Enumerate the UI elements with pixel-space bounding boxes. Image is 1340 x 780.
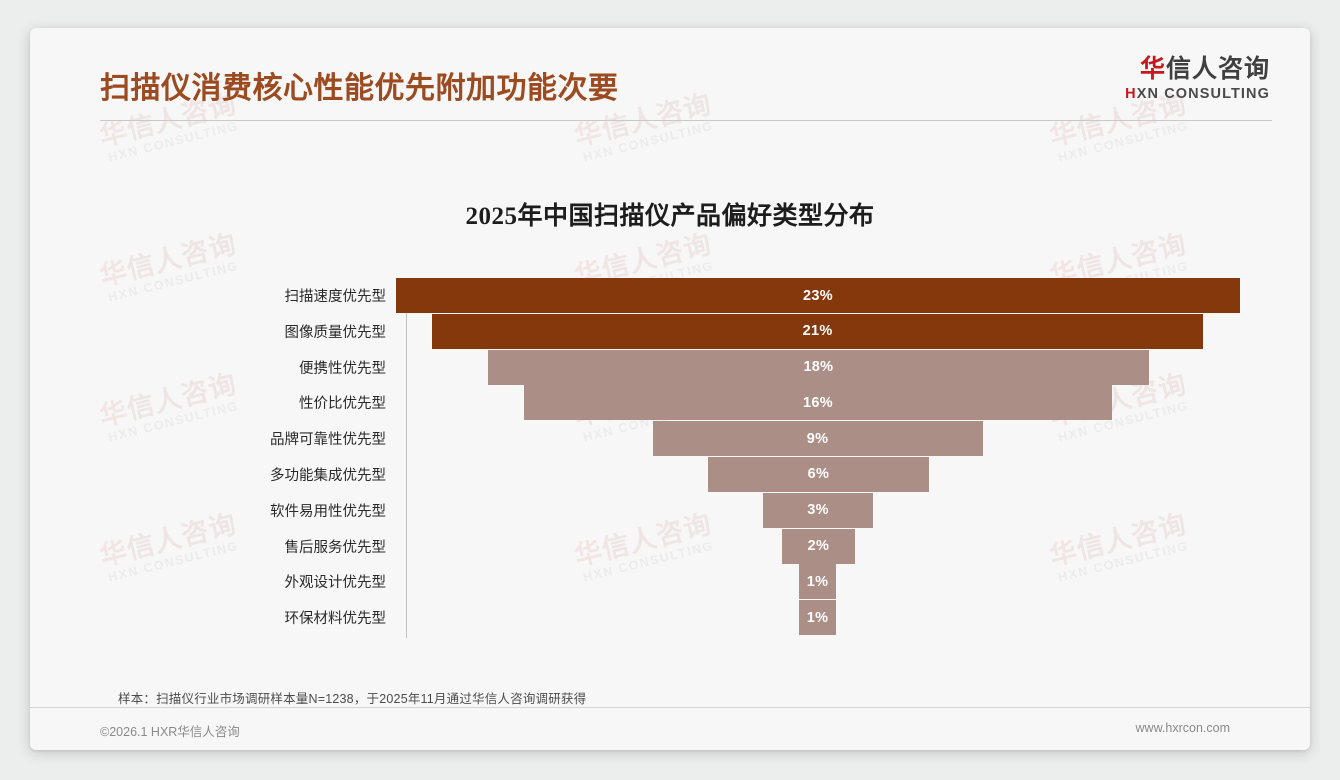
funnel-row-label: 软件易用性优先型 (270, 503, 386, 520)
funnel-bar-track: 2% (396, 528, 1240, 564)
funnel-bar[interactable]: 3% (763, 492, 873, 528)
footer-divider (30, 707, 1310, 708)
funnel-bar-track: 9% (396, 421, 1240, 457)
funnel-row-label: 多功能集成优先型 (270, 467, 386, 484)
logo-en-highlight: H (1125, 85, 1137, 102)
logo-chinese-text: 华信人咨询 (1125, 55, 1270, 84)
sample-note: 样本：扫描仪行业市场调研样本量N=1238，于2025年11月通过华信人咨询调研… (118, 692, 587, 706)
funnel-bar-track: 18% (396, 349, 1240, 385)
chart-title: 2025年中国扫描仪产品偏好类型分布 (465, 203, 875, 230)
funnel-row: 外观设计优先型 1% (100, 564, 1240, 600)
funnel-row-label: 图像质量优先型 (284, 324, 387, 341)
funnel-bar-track: 6% (396, 456, 1240, 492)
funnel-bar-value: 2% (807, 538, 830, 555)
funnel-row-label: 品牌可靠性优先型 (270, 432, 386, 449)
logo-en-rest: XN CONSULTING (1136, 85, 1270, 102)
funnel-bar[interactable]: 21% (432, 313, 1203, 349)
logo-cn-highlight: 华 (1139, 55, 1166, 83)
funnel-row: 软件易用性优先型 3% (100, 492, 1240, 528)
funnel-bar[interactable]: 6% (708, 456, 929, 492)
logo-cn-rest: 信人咨询 (1165, 55, 1270, 83)
funnel-bar[interactable]: 2% (781, 528, 856, 564)
funnel-bar-value: 9% (806, 430, 829, 447)
funnel-row: 售后服务优先型 2% (100, 528, 1240, 564)
slide-card: 华信人咨询 HXN CONSULTING 华信人咨询 HXN CONSULTING 华信… (30, 28, 1310, 750)
funnel-row: 图像质量优先型 21% (100, 313, 1240, 349)
funnel-bar-value: 1% (806, 573, 829, 590)
funnel-row-label: 外观设计优先型 (284, 575, 387, 592)
slide-header: 扫描仪消费核心性能优先附加功能次要 华信人咨询 HXN CONSULTING (30, 28, 1310, 120)
funnel-bar-track: 1% (396, 600, 1240, 636)
funnel-bar-value: 6% (807, 466, 830, 483)
funnel-row: 品牌可靠性优先型 9% (100, 421, 1240, 457)
funnel-bar[interactable]: 23% (396, 278, 1240, 313)
funnel-bar-track: 23% (396, 278, 1240, 313)
chart-axis-line (406, 278, 407, 638)
funnel-bar-value: 18% (803, 359, 834, 376)
website-link[interactable]: www.hxrcon.com (1135, 721, 1230, 735)
page-title: 扫描仪消费核心性能优先附加功能次要 (100, 72, 619, 105)
funnel-row: 性价比优先型 16% (100, 385, 1240, 421)
funnel-row-label: 扫描速度优先型 (284, 289, 387, 305)
logo-english-text: HXN CONSULTING (1125, 86, 1270, 102)
funnel-bar-value: 3% (807, 502, 829, 519)
slide-footer: ©2026.1 HXR华信人咨询 www.hxrcon.com (30, 708, 1310, 750)
brand-logo: 华信人咨询 HXN CONSULTING (1125, 55, 1270, 102)
funnel-bar-value: 23% (803, 287, 833, 304)
funnel-bar-value: 16% (803, 394, 833, 411)
funnel-bar-track: 1% (396, 564, 1240, 600)
funnel-bar[interactable]: 1% (799, 600, 836, 636)
funnel-row-label: 性价比优先型 (299, 396, 386, 413)
funnel-rows: 扫描速度优先型 23% 图像质量优先型 21% 便携性优先型 18% 性价比优先型 16% 品牌… (100, 278, 1240, 638)
funnel-chart: 扫描速度优先型 23% 图像质量优先型 21% 便携性优先型 18% 性价比优先型 16% 品牌… (100, 278, 1240, 638)
funnel-bar-track: 21% (396, 313, 1240, 349)
funnel-row: 便携性优先型 18% (100, 349, 1240, 385)
funnel-row-label: 售后服务优先型 (284, 539, 387, 556)
funnel-bar[interactable]: 18% (487, 349, 1149, 385)
funnel-row: 扫描速度优先型 23% (100, 278, 1240, 313)
funnel-row: 多功能集成优先型 6% (100, 456, 1240, 492)
funnel-bar-track: 16% (396, 385, 1240, 421)
copyright-text: ©2026.1 HXR华信人咨询 (100, 725, 240, 739)
funnel-bar-value: 1% (806, 609, 829, 626)
header-divider (100, 120, 1272, 121)
funnel-bar-value: 21% (802, 323, 833, 340)
funnel-bar[interactable]: 9% (652, 421, 983, 457)
funnel-row-label: 环保材料优先型 (284, 611, 387, 628)
funnel-bar[interactable]: 16% (524, 385, 1112, 421)
funnel-row: 环保材料优先型 1% (100, 600, 1240, 636)
chart-container: 2025年中国扫描仪产品偏好类型分布 扫描速度优先型 23% 图像质量优先型 21% 便… (30, 128, 1310, 648)
funnel-bar[interactable]: 1% (799, 564, 836, 600)
funnel-bar-track: 3% (396, 492, 1240, 528)
funnel-row-label: 便携性优先型 (299, 360, 386, 377)
